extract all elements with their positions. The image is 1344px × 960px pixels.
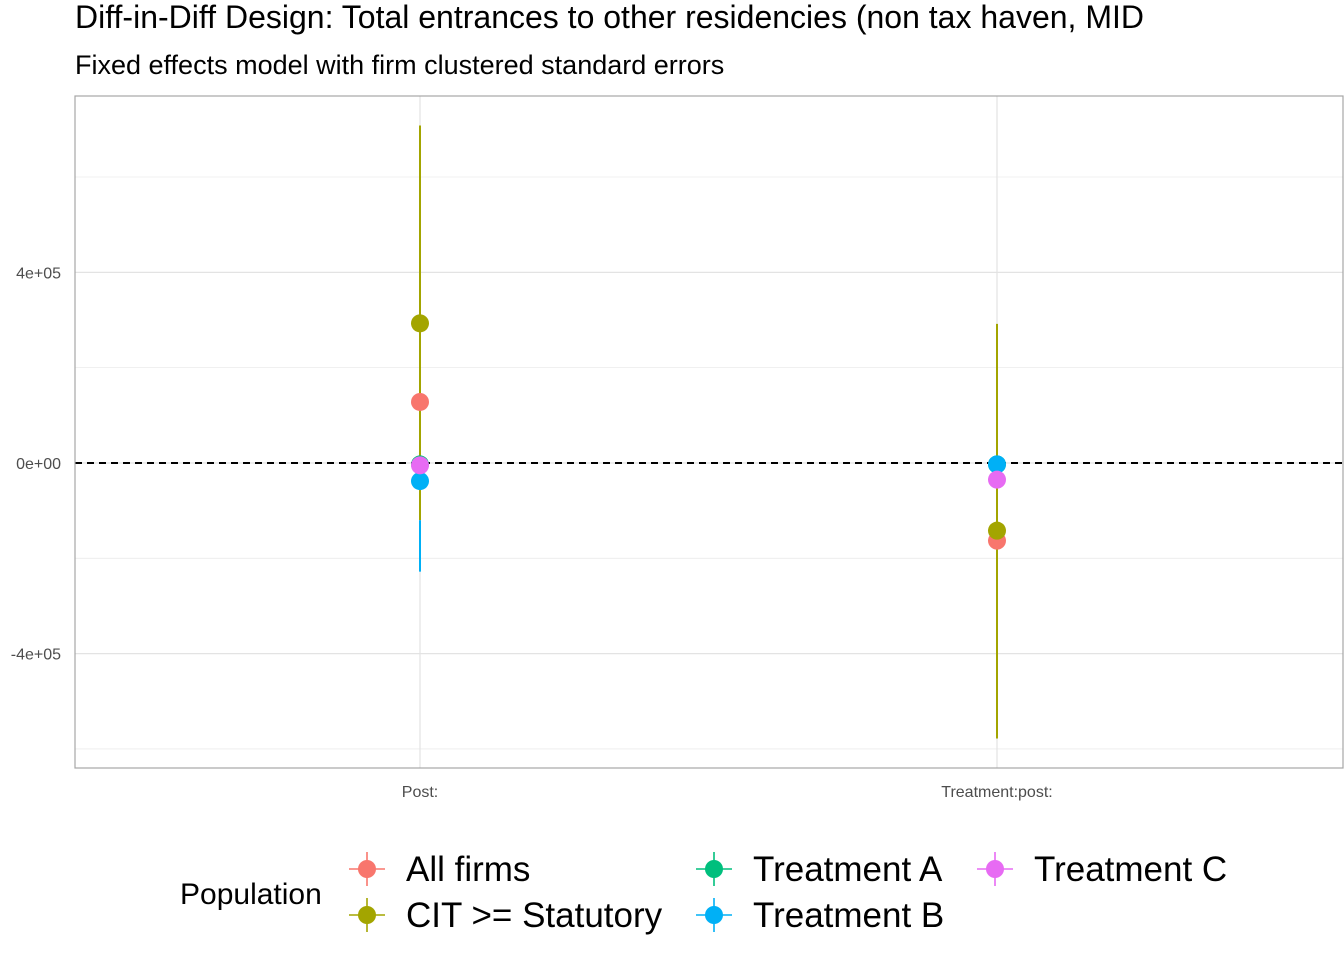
legend-item: All firms	[349, 850, 530, 889]
axis-labels: -4e+05 0e+00 4e+05 Post: Treatment:post:	[11, 265, 1053, 801]
legend-key-point	[358, 860, 376, 878]
legend-label: Treatment A	[753, 850, 943, 889]
legend-label: Treatment B	[753, 896, 944, 935]
legend-label: Treatment C	[1034, 850, 1227, 889]
data-point	[988, 521, 1006, 540]
data-point	[411, 472, 429, 491]
legend-key-point	[705, 906, 723, 924]
data-point	[411, 314, 429, 333]
legend-item: Treatment C	[977, 850, 1227, 889]
data-point	[988, 470, 1006, 489]
legend-item: Treatment A	[696, 850, 943, 889]
legend-label: CIT >= Statutory	[406, 896, 663, 935]
y-tick-label: 4e+05	[16, 265, 61, 282]
legend-key-point	[358, 906, 376, 924]
data-point	[988, 455, 1006, 474]
legend-item: CIT >= Statutory	[349, 896, 663, 935]
y-tick-label: -4e+05	[11, 647, 61, 664]
chart-subtitle: Fixed effects model with firm clustered …	[75, 50, 724, 80]
legend-label: All firms	[406, 850, 530, 889]
x-tick-label: Treatment:post:	[941, 784, 1052, 801]
series-layer	[411, 125, 1006, 739]
data-point	[411, 456, 429, 475]
legend: Population All firms CIT >= Statutory Trea…	[180, 850, 1227, 935]
legend-key-point	[705, 860, 723, 878]
data-point	[411, 392, 429, 411]
legend-key-point	[986, 860, 1004, 878]
panel-border	[74, 95, 1344, 769]
grid	[75, 96, 1343, 768]
y-tick-label: 0e+00	[16, 456, 61, 473]
chart-title: Diff-in-Diff Design: Total entrances to …	[75, 0, 1144, 35]
legend-item: Treatment B	[696, 896, 944, 935]
legend-title: Population	[180, 878, 322, 911]
x-tick-label: Post:	[402, 784, 438, 801]
